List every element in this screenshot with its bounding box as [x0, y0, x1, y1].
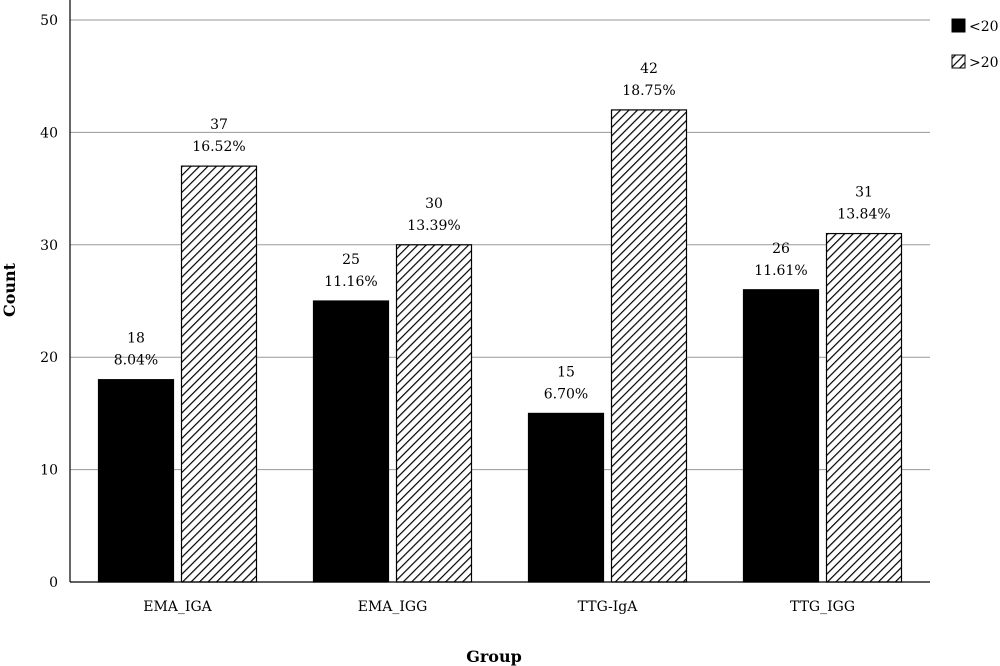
data-labels: 18 8.04% 37 16.52% 25 11.16% 30 13.39% 15 6.70% 42… [114, 61, 891, 402]
bar [742, 289, 820, 583]
y-tick-label: 20 [40, 350, 58, 366]
data-label-percent: 11.16% [324, 274, 377, 290]
legend-label-lt20: <20 [969, 19, 999, 35]
bars [97, 109, 903, 583]
bar [527, 412, 605, 583]
data-label-percent: 13.39% [407, 218, 460, 234]
bar [825, 232, 903, 583]
legend-swatch-gt20 [951, 54, 966, 69]
data-label-percent: 16.52% [192, 139, 245, 155]
data-label-count: 15 [557, 364, 575, 380]
data-label-count: 37 [210, 117, 228, 133]
x-tick-label: EMA_IGG [358, 599, 428, 615]
bar [610, 109, 688, 583]
data-label-percent: 11.61% [754, 263, 807, 279]
data-label-percent: 13.84% [837, 207, 890, 223]
x-tick-label: TTG_IGG [790, 599, 855, 615]
bar [180, 165, 258, 583]
x-tick-label: EMA_IGA [143, 599, 212, 615]
x-tick-label: TTG-IgA [578, 599, 639, 615]
legend-label-gt20: >20 [969, 55, 999, 71]
x-axis-title: Group [466, 647, 522, 666]
data-label-count: 42 [640, 61, 658, 77]
data-label-percent: 6.70% [544, 386, 588, 402]
y-tick-label: 30 [40, 238, 58, 254]
data-label-count: 31 [855, 185, 873, 201]
axes: 0 10 20 30 40 50 EMA_IGA EMA_IGG TTG-IgA TTG_IGG [40, 0, 930, 615]
data-label-count: 25 [342, 252, 360, 268]
bar [312, 300, 390, 583]
y-tick-label: 0 [49, 575, 58, 591]
y-tick-label: 10 [40, 463, 58, 479]
data-label-count: 18 [127, 331, 145, 347]
bar [395, 244, 473, 583]
data-label-count: 26 [772, 241, 790, 257]
y-axis-title: Count [0, 262, 19, 317]
legend-swatch-lt20 [951, 18, 966, 33]
data-label-percent: 18.75% [622, 83, 675, 99]
bar [97, 379, 175, 583]
data-label-count: 30 [425, 196, 443, 212]
y-tick-label: 40 [40, 125, 58, 141]
legend: <20 >20 [951, 18, 999, 71]
y-tick-label: 50 [40, 13, 58, 29]
data-label-percent: 8.04% [114, 353, 158, 369]
